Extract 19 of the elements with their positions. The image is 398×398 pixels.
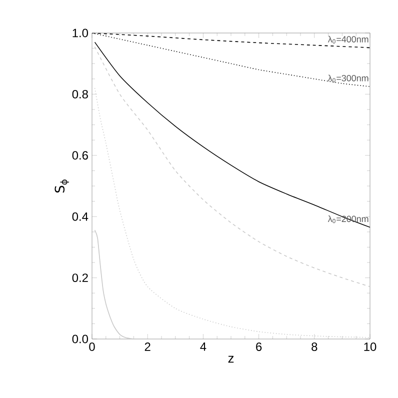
x-tick-label: 0 [89,342,95,351]
x-tick-label: 10 [364,342,376,351]
annotation: λ$_{0}$=300nm [328,74,368,82]
x-tick-label: 8 [312,342,318,351]
y-tick-label: 1.0 [72,28,88,38]
y-axis-title: S$_{ϕ}$ [54,180,70,192]
line-series [94,42,370,228]
y-tick-label: 0.8 [72,90,88,98]
y-tick-label: 0.4 [72,212,88,221]
y-tick-label: 0.2 [72,274,88,282]
x-tick-label: 4 [200,342,206,351]
y-tick-label: 0.0 [72,334,88,344]
x-tick-label: 2 [144,342,150,351]
line-series [94,46,370,288]
line-series [94,88,370,338]
x-tick-label: 6 [256,342,262,351]
y-tick-label: 0.6 [72,151,88,160]
x-axis-title: z [228,356,234,363]
annotation: λ$_{0}$=400nm [328,36,368,44]
